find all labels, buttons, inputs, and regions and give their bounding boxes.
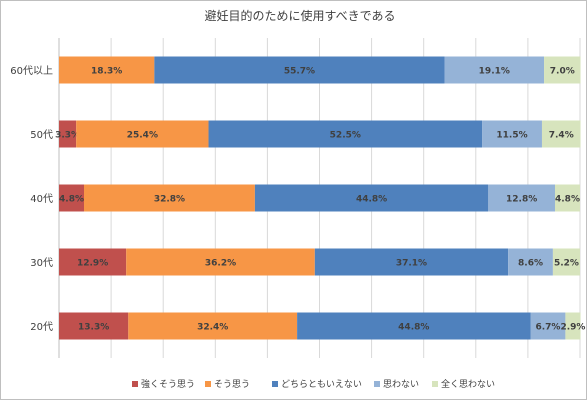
data-label: 18.3% (91, 67, 122, 77)
data-label: 36.2% (205, 259, 236, 269)
bar-segment (314, 248, 509, 276)
legend-label: 全く思わない (441, 378, 495, 390)
bar-segment (208, 120, 483, 148)
data-label: 8.6% (518, 259, 543, 269)
bar-segment (154, 56, 445, 84)
bar-segment (554, 184, 580, 212)
bar-segment (530, 312, 566, 340)
data-label: 55.7% (284, 67, 315, 77)
bar-segment (544, 56, 581, 84)
legend-swatch (432, 381, 438, 387)
data-label: 4.8% (555, 195, 580, 205)
bar-segment (297, 312, 531, 340)
data-label: 44.8% (398, 323, 429, 333)
category-label: 40代 (30, 193, 53, 205)
bar-segment (482, 120, 542, 148)
legend-label: 強くそう思う (141, 378, 195, 390)
category-label: 30代 (30, 257, 53, 269)
data-label: 7.4% (549, 131, 574, 141)
bar-segment (84, 184, 255, 212)
legend-label: どちらともいえない (281, 379, 362, 390)
bar-segment (76, 120, 209, 148)
legend-swatch (205, 381, 211, 387)
data-label: 7.0% (550, 67, 575, 77)
category-label: 60代以上 (10, 65, 53, 77)
legend-swatch (272, 381, 278, 387)
data-label: 32.8% (154, 195, 185, 205)
bar-segment (59, 120, 77, 148)
bar-segment (541, 120, 581, 148)
data-label: 52.5% (330, 131, 361, 141)
bar-segment (59, 184, 85, 212)
data-label: 12.9% (77, 259, 108, 269)
data-label: 3.3% (55, 131, 80, 141)
data-label: 13.3% (78, 323, 109, 333)
data-label: 2.9% (560, 323, 585, 333)
data-label: 19.1% (479, 67, 510, 77)
data-label: 25.4% (127, 131, 158, 141)
bar-segment (444, 56, 545, 84)
bar-segment (59, 248, 127, 276)
data-label: 5.2% (554, 259, 579, 269)
bar-segment (59, 56, 155, 84)
data-label: 44.8% (356, 195, 387, 205)
data-label: 12.8% (506, 195, 537, 205)
legend-label: そう思う (214, 379, 250, 390)
legend: 強くそう思う そう思う どちらともいえない 思わない 全く思わない (132, 378, 495, 390)
bar-segment (254, 184, 489, 212)
legend-swatch (132, 381, 138, 387)
data-label: 37.1% (396, 259, 427, 269)
bar-segment (128, 312, 298, 340)
data-label: 11.5% (496, 131, 527, 141)
bar-segment (565, 312, 581, 340)
bar-segment (508, 248, 553, 276)
data-label: 32.4% (197, 323, 228, 333)
bar-segment (126, 248, 315, 276)
data-label: 4.8% (59, 195, 84, 205)
bar-segment (488, 184, 555, 212)
category-label: 50代 (30, 129, 53, 141)
bar-segment (59, 312, 129, 340)
category-label: 20代 (30, 321, 53, 333)
bars-layer: 60代以上 18.3% 55.7% 19.1% 7.0% 50代 3.3% 25.4% 52.5… (10, 56, 585, 340)
data-label: 6.7% (535, 323, 560, 333)
chart-title: 避妊目的のために使用すべきである (204, 8, 395, 23)
legend-swatch (374, 381, 380, 387)
bar-segment (552, 248, 580, 276)
legend-label: 思わない (383, 379, 419, 390)
